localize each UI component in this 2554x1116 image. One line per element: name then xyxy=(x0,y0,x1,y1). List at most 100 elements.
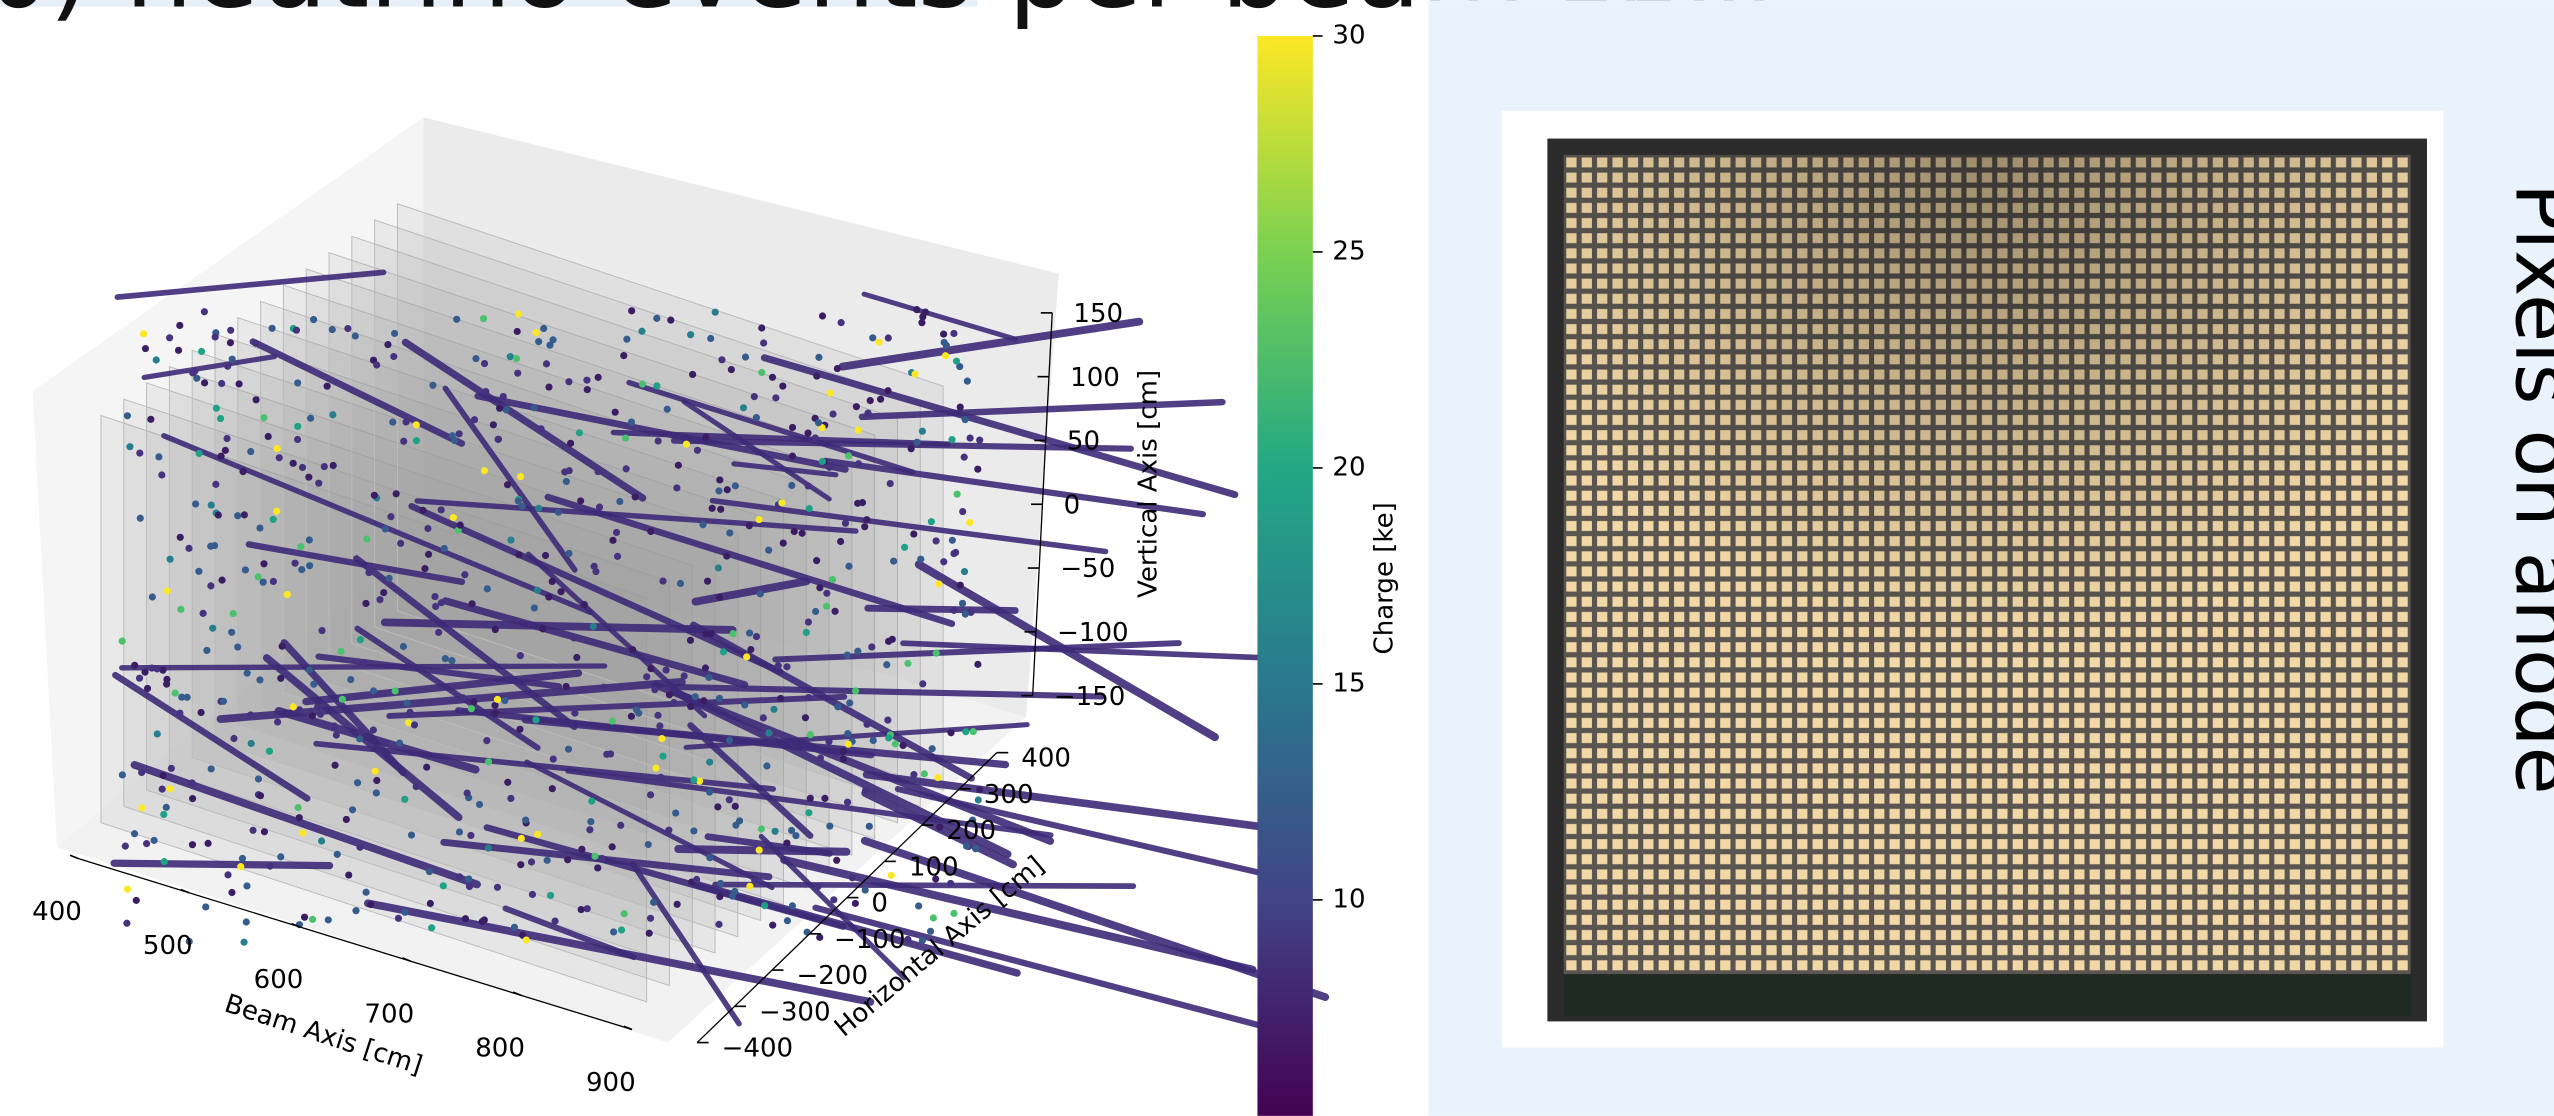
hit xyxy=(592,567,600,576)
hit xyxy=(758,324,766,332)
hit xyxy=(716,893,724,901)
hit xyxy=(956,581,964,589)
hit xyxy=(741,701,749,709)
hit xyxy=(167,764,175,772)
track xyxy=(353,555,578,730)
hit xyxy=(950,329,958,338)
hit xyxy=(449,513,457,522)
hit xyxy=(918,936,926,944)
hit xyxy=(887,871,895,879)
hit xyxy=(202,903,210,911)
hit xyxy=(583,905,591,913)
hit xyxy=(470,698,478,706)
hit xyxy=(275,454,283,462)
hit xyxy=(532,716,540,724)
hit xyxy=(833,364,841,373)
hit xyxy=(726,529,734,537)
hit xyxy=(851,899,859,907)
photo-shading xyxy=(1563,154,2411,975)
hit xyxy=(289,459,297,467)
hit xyxy=(513,327,521,336)
hit xyxy=(381,739,389,747)
hit xyxy=(204,839,212,847)
hit xyxy=(961,416,969,424)
hit xyxy=(522,816,530,824)
hit xyxy=(256,676,264,684)
hit xyxy=(390,352,398,361)
hit xyxy=(771,827,779,835)
colorbar-tick-label: 10 xyxy=(1332,884,1365,914)
track xyxy=(822,457,1206,518)
hit xyxy=(515,310,523,318)
hit xyxy=(176,533,184,541)
hit xyxy=(512,354,521,363)
hit xyxy=(399,642,407,651)
hit xyxy=(659,577,667,585)
hit xyxy=(915,902,923,910)
hit xyxy=(347,675,355,684)
hit xyxy=(777,694,785,702)
hit xyxy=(826,389,834,397)
hit xyxy=(423,763,431,771)
hit xyxy=(123,919,131,927)
hit xyxy=(150,836,158,844)
hit xyxy=(573,653,581,662)
track xyxy=(683,722,1030,750)
hit xyxy=(976,785,984,794)
hit xyxy=(294,803,302,812)
tick-label: −400 xyxy=(722,1034,794,1064)
hit xyxy=(690,827,698,835)
hit xyxy=(291,559,299,567)
hit xyxy=(769,921,777,929)
hit xyxy=(557,588,565,596)
hit xyxy=(391,687,399,695)
hit xyxy=(171,689,179,697)
hit xyxy=(617,926,626,934)
hit xyxy=(911,370,919,378)
hit xyxy=(363,535,371,543)
hit xyxy=(176,321,184,330)
hit xyxy=(401,908,409,916)
colorbar-tick-label: 20 xyxy=(1332,452,1365,482)
hit xyxy=(930,858,938,866)
hit xyxy=(566,439,575,447)
hit xyxy=(907,445,915,453)
hit xyxy=(195,449,203,457)
hit xyxy=(369,726,377,734)
hit xyxy=(816,584,824,592)
hit xyxy=(707,629,715,638)
tick-label: 400 xyxy=(32,897,82,927)
hit xyxy=(518,502,526,510)
hit xyxy=(864,409,872,417)
hit xyxy=(969,727,977,736)
hit xyxy=(628,307,636,315)
hit xyxy=(479,315,488,323)
hit xyxy=(132,896,140,904)
track xyxy=(812,904,1305,1040)
hit xyxy=(701,664,710,672)
hit xyxy=(224,871,232,879)
hit xyxy=(138,804,146,812)
hit xyxy=(699,521,707,529)
hit xyxy=(583,376,591,384)
hit xyxy=(723,552,731,560)
hit xyxy=(818,457,827,466)
board-edge xyxy=(1563,974,2411,1017)
hit xyxy=(516,652,524,660)
hit xyxy=(656,722,664,730)
track xyxy=(401,338,647,502)
hit xyxy=(932,649,940,657)
hit xyxy=(805,693,813,702)
hit xyxy=(527,858,536,866)
hit xyxy=(356,843,364,851)
hit xyxy=(718,356,726,364)
hit xyxy=(268,324,276,332)
hit xyxy=(318,837,326,845)
hit xyxy=(772,394,780,402)
hit xyxy=(825,738,833,746)
hit xyxy=(260,560,268,568)
hit xyxy=(852,403,861,411)
hit xyxy=(543,856,551,864)
hit xyxy=(197,708,205,717)
hit xyxy=(424,524,432,533)
